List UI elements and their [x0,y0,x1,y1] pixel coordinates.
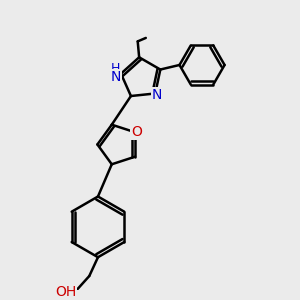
Text: O: O [131,125,142,139]
Text: N: N [152,88,162,102]
Text: OH: OH [56,285,77,299]
Text: H: H [111,62,121,75]
Text: N: N [111,70,121,84]
